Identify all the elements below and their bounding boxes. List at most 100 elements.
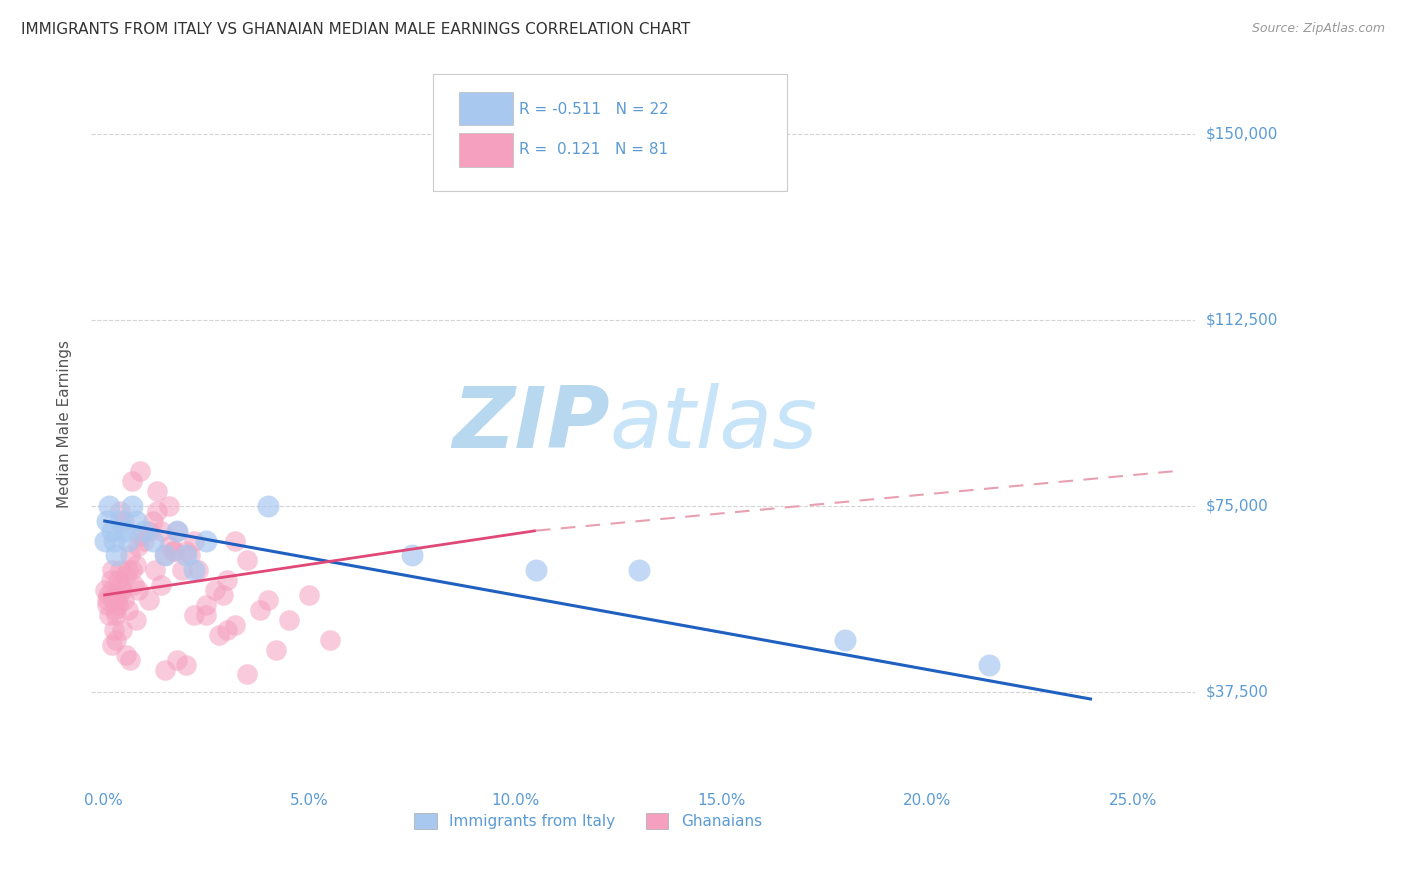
Point <box>103 593 125 607</box>
Point <box>122 578 145 592</box>
Point <box>149 578 172 592</box>
Point <box>100 563 122 577</box>
Point <box>134 524 156 538</box>
Point <box>138 593 160 607</box>
Point <box>153 549 176 563</box>
Point <box>401 549 423 563</box>
Point <box>107 598 129 612</box>
Legend: Immigrants from Italy, Ghanaians: Immigrants from Italy, Ghanaians <box>408 807 768 836</box>
Point <box>121 499 143 513</box>
Text: R =  0.121   N = 81: R = 0.121 N = 81 <box>519 143 668 158</box>
Point <box>97 588 120 602</box>
Point <box>96 514 118 528</box>
Point <box>174 543 197 558</box>
Point <box>127 583 149 598</box>
Point <box>121 563 143 577</box>
Point <box>266 642 288 657</box>
Point <box>107 574 129 588</box>
Point <box>524 563 547 577</box>
FancyBboxPatch shape <box>458 92 513 125</box>
Point <box>125 514 148 528</box>
Point <box>224 533 246 548</box>
Point <box>120 549 142 563</box>
Point <box>105 588 128 602</box>
Point <box>187 563 209 577</box>
Point <box>165 543 187 558</box>
Point <box>208 628 231 642</box>
Point <box>125 558 148 573</box>
Text: $112,500: $112,500 <box>1206 312 1278 327</box>
Text: ZIP: ZIP <box>453 383 610 466</box>
Point <box>146 483 169 498</box>
Point <box>157 499 180 513</box>
Point <box>183 607 205 622</box>
Point <box>121 474 143 488</box>
Point <box>94 583 117 598</box>
Point <box>143 563 166 577</box>
Point <box>183 563 205 577</box>
Point <box>166 524 188 538</box>
Point <box>257 499 280 513</box>
Point <box>236 553 259 567</box>
Point <box>129 464 152 478</box>
Point <box>108 563 131 577</box>
Point <box>215 574 238 588</box>
FancyBboxPatch shape <box>433 74 786 191</box>
Point <box>183 533 205 548</box>
Point <box>100 524 122 538</box>
Point <box>174 657 197 672</box>
Point <box>174 549 197 563</box>
FancyBboxPatch shape <box>458 133 513 167</box>
Point <box>142 514 165 528</box>
Point <box>127 539 149 553</box>
Point <box>98 607 121 622</box>
Point <box>134 533 156 548</box>
Point <box>153 663 176 677</box>
Point <box>104 603 127 617</box>
Text: $150,000: $150,000 <box>1206 127 1278 142</box>
Point <box>215 623 238 637</box>
Point <box>112 593 135 607</box>
Point <box>277 613 299 627</box>
Point <box>100 574 122 588</box>
Text: $37,500: $37,500 <box>1206 684 1270 699</box>
Point <box>319 632 342 647</box>
Point <box>100 638 122 652</box>
Point <box>117 603 139 617</box>
Point <box>249 603 271 617</box>
Point <box>112 514 135 528</box>
Text: IMMIGRANTS FROM ITALY VS GHANAIAN MEDIAN MALE EARNINGS CORRELATION CHART: IMMIGRANTS FROM ITALY VS GHANAIAN MEDIAN… <box>21 22 690 37</box>
Point <box>96 598 118 612</box>
Point <box>977 657 1000 672</box>
Point <box>153 549 176 563</box>
Point <box>101 583 124 598</box>
Text: atlas: atlas <box>610 383 818 466</box>
Point <box>162 543 184 558</box>
Point <box>211 588 233 602</box>
Point <box>103 533 125 548</box>
Point <box>125 613 148 627</box>
Point <box>138 524 160 538</box>
Point <box>117 533 139 548</box>
Point <box>96 593 118 607</box>
Point <box>115 648 138 662</box>
Point <box>224 618 246 632</box>
Point <box>111 623 134 637</box>
Point <box>120 652 142 666</box>
Point <box>110 578 132 592</box>
Text: Source: ZipAtlas.com: Source: ZipAtlas.com <box>1251 22 1385 36</box>
Text: R = -0.511   N = 22: R = -0.511 N = 22 <box>519 102 669 117</box>
Point <box>166 652 188 666</box>
Point <box>834 632 856 647</box>
Point <box>103 623 125 637</box>
Point <box>111 583 134 598</box>
Point <box>179 549 201 563</box>
Point <box>195 598 218 612</box>
Point <box>166 524 188 538</box>
Point <box>112 524 135 538</box>
Point <box>108 514 131 528</box>
Point <box>236 667 259 681</box>
Point <box>170 563 193 577</box>
Point <box>117 563 139 577</box>
Point <box>204 583 226 598</box>
